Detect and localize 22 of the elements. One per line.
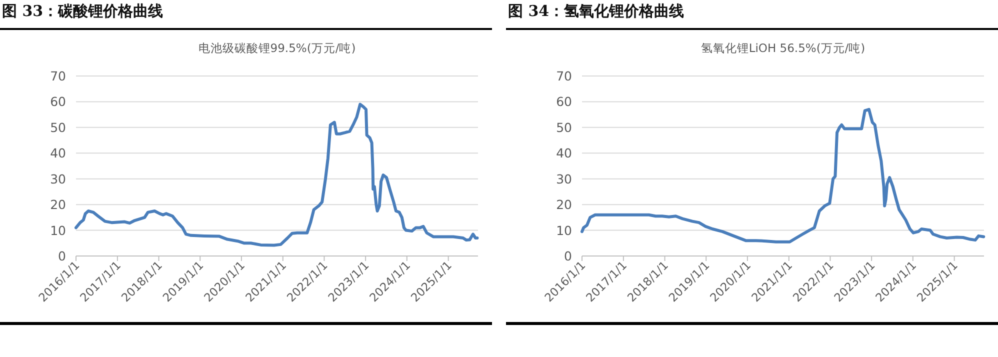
y-tick-label: 10 [50, 222, 66, 238]
y-tick-label: 40 [556, 146, 572, 161]
y-tick-label: 70 [556, 68, 572, 84]
chart-title: 图 34：氢氧化锂价格曲线 [508, 2, 684, 21]
y-tick-label: 20 [50, 197, 66, 212]
y-tick-label: 20 [556, 197, 572, 212]
line-series [580, 108, 986, 244]
y-tick-label: 40 [50, 146, 66, 161]
y-tick-label: 30 [50, 171, 66, 186]
y-tick-label: 30 [556, 171, 572, 186]
chart-subtitle: 氢氧化锂LiOH 56.5%(万元/吨) [700, 41, 866, 55]
chart-subtitle: 电池级碳酸锂99.5%(万元/吨) [198, 41, 356, 55]
y-tick-label: 0 [58, 248, 66, 264]
y-tick-label: 50 [556, 120, 572, 135]
y-tick-label: 60 [50, 94, 66, 110]
y-tick-label: 10 [556, 222, 572, 238]
chart-title: 图 33：碳酸锂价格曲线 [2, 2, 164, 21]
y-tick-label: 70 [50, 68, 66, 84]
y-tick-label: 60 [556, 94, 572, 110]
y-tick-label: 50 [50, 120, 66, 135]
line-series [74, 102, 479, 247]
y-tick-label: 0 [564, 248, 572, 264]
